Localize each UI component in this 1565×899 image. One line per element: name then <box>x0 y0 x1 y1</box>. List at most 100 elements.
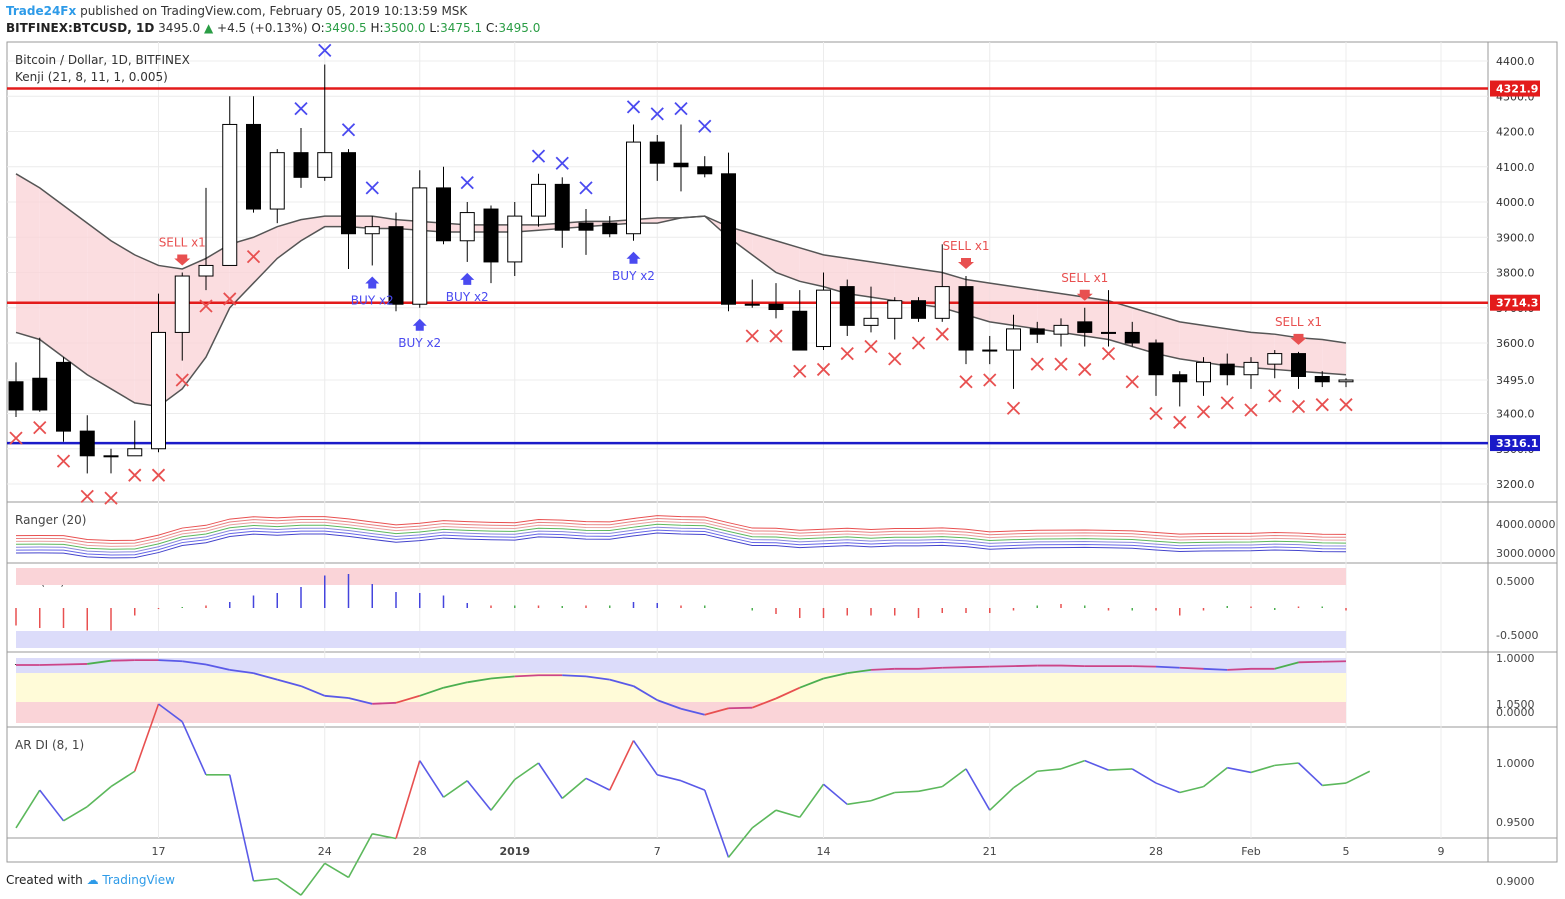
date-tick-label: 9 <box>1438 845 1445 858</box>
ardi-line-segment <box>133 703 160 772</box>
date-tick-label: 5 <box>1343 845 1350 858</box>
ardi-line-segment <box>965 768 991 811</box>
sell-x-mark <box>1244 403 1258 417</box>
close-value: 3495.0 <box>498 21 541 35</box>
ardi-line-segment <box>609 740 635 791</box>
ardi-line-segment <box>253 877 278 882</box>
ardi-line-segment <box>514 762 539 781</box>
kenji-cloud-segment <box>894 265 919 305</box>
sell-x-mark <box>56 454 71 468</box>
ranger-line <box>15 529 1347 556</box>
tdi-line-segment <box>253 672 278 681</box>
ardi-line-segment <box>989 787 1015 811</box>
last-price: 3495.0 <box>158 21 201 35</box>
sell-x-mark <box>1339 398 1353 412</box>
ardi-line-segment <box>870 791 896 802</box>
tdi-line-segment <box>585 675 610 681</box>
sell-x-mark <box>745 329 759 343</box>
buy-signal-label: BUY x2 <box>612 269 655 283</box>
kenji-cloud-segment <box>63 205 88 375</box>
high-value: 3500.0 <box>383 21 426 35</box>
candle-body <box>531 183 546 217</box>
ardi-line-segment <box>490 779 516 811</box>
sell-x-mark <box>33 420 47 435</box>
tdi-line-segment <box>1227 667 1252 671</box>
buy-x-mark <box>318 43 332 58</box>
ohlc-bar: BITFINEX:BTCUSD, 1D 3495.0 ▲ +4.5 (+0.13… <box>6 21 541 35</box>
tdi-line-segment <box>1013 664 1038 667</box>
candle-body <box>8 381 24 411</box>
sell-signal-label: SELL x1 <box>942 239 989 253</box>
candle-body <box>79 430 95 457</box>
buy-signal-label: BUY x2 <box>351 293 394 307</box>
kenji-cloud-segment <box>111 240 135 403</box>
sell-x-mark <box>128 468 142 482</box>
buy-arrow-icon <box>412 318 427 331</box>
price-tick-label: 3400.0 <box>1496 408 1535 421</box>
price-tick-label: 4100.0 <box>1496 161 1535 174</box>
ranger-line <box>15 532 1347 559</box>
tdi-line-segment <box>1298 660 1323 664</box>
sell-x-mark <box>1125 375 1139 389</box>
ardi-tick-label: 0.9500 <box>1496 816 1535 829</box>
tdi-line-segment <box>182 660 207 666</box>
ardi-line-segment <box>847 799 872 806</box>
tradingview-link[interactable]: TradingView <box>102 873 175 887</box>
buy-x-mark <box>365 181 379 195</box>
buy-x-mark <box>555 156 569 170</box>
tdi-line-segment <box>87 659 112 665</box>
sell-x-mark <box>1291 399 1306 414</box>
level-price-tag <box>1490 294 1540 311</box>
tdi-line-segment <box>372 701 397 705</box>
sell-x-mark <box>223 292 237 306</box>
price-tick-label: 4200.0 <box>1496 126 1535 139</box>
ardi-line-segment <box>158 703 183 723</box>
sell-arrow-icon <box>1076 289 1093 301</box>
buy-x-mark <box>531 149 546 163</box>
price-tick-label: 3900.0 <box>1496 231 1535 244</box>
ranger-line <box>15 515 1347 542</box>
candle-body <box>1101 331 1116 334</box>
kenji-cloud-segment <box>39 187 64 358</box>
buy-x-mark <box>698 119 712 133</box>
kenji-cloud-segment <box>1037 290 1061 333</box>
candle-body <box>1148 342 1164 376</box>
tdi-line-segment <box>395 694 421 704</box>
chart-frame <box>6 41 1558 863</box>
ardi-line-segment <box>1297 762 1323 787</box>
ardi-line-segment <box>703 789 730 858</box>
tdi-line-segment <box>728 706 753 710</box>
tdi-line-segment <box>918 666 943 670</box>
sell-x-mark <box>1054 357 1068 371</box>
ranger-line <box>15 526 1347 553</box>
candle-body <box>911 300 926 319</box>
candle-body <box>103 455 119 458</box>
date-tick-label: 28 <box>1149 845 1163 858</box>
ardi-tick-label: 1.0000 <box>1496 757 1535 770</box>
candle-body <box>388 226 404 305</box>
sell-x-mark <box>840 346 854 361</box>
buy-x-mark <box>674 101 688 116</box>
ardi-line-segment <box>63 805 88 822</box>
sell-signal-label: SELL x1 <box>1275 315 1322 329</box>
candle-body <box>341 152 356 235</box>
candle-body <box>839 286 855 326</box>
candle-body <box>293 152 309 178</box>
sell-x-mark <box>935 327 949 341</box>
sell-x-mark <box>175 373 189 387</box>
msi-tick-label: -0.5000 <box>1496 629 1538 642</box>
candle-body <box>768 303 784 311</box>
buy-arrow-icon <box>365 276 380 289</box>
sell-signal-label: SELL x1 <box>1061 271 1108 285</box>
ardi-line-segment <box>1037 768 1062 773</box>
buy-x-mark <box>460 175 474 190</box>
candle-body <box>1029 328 1045 335</box>
author-link[interactable]: Trade24Fx <box>6 4 77 18</box>
kenji-cloud-segment <box>1322 339 1346 375</box>
ardi-line-segment <box>1179 785 1204 794</box>
sell-x-mark <box>1078 362 1092 377</box>
sell-x-mark <box>793 364 807 378</box>
tdi-line-segment <box>229 668 254 675</box>
msi-upper-zone <box>16 568 1346 585</box>
